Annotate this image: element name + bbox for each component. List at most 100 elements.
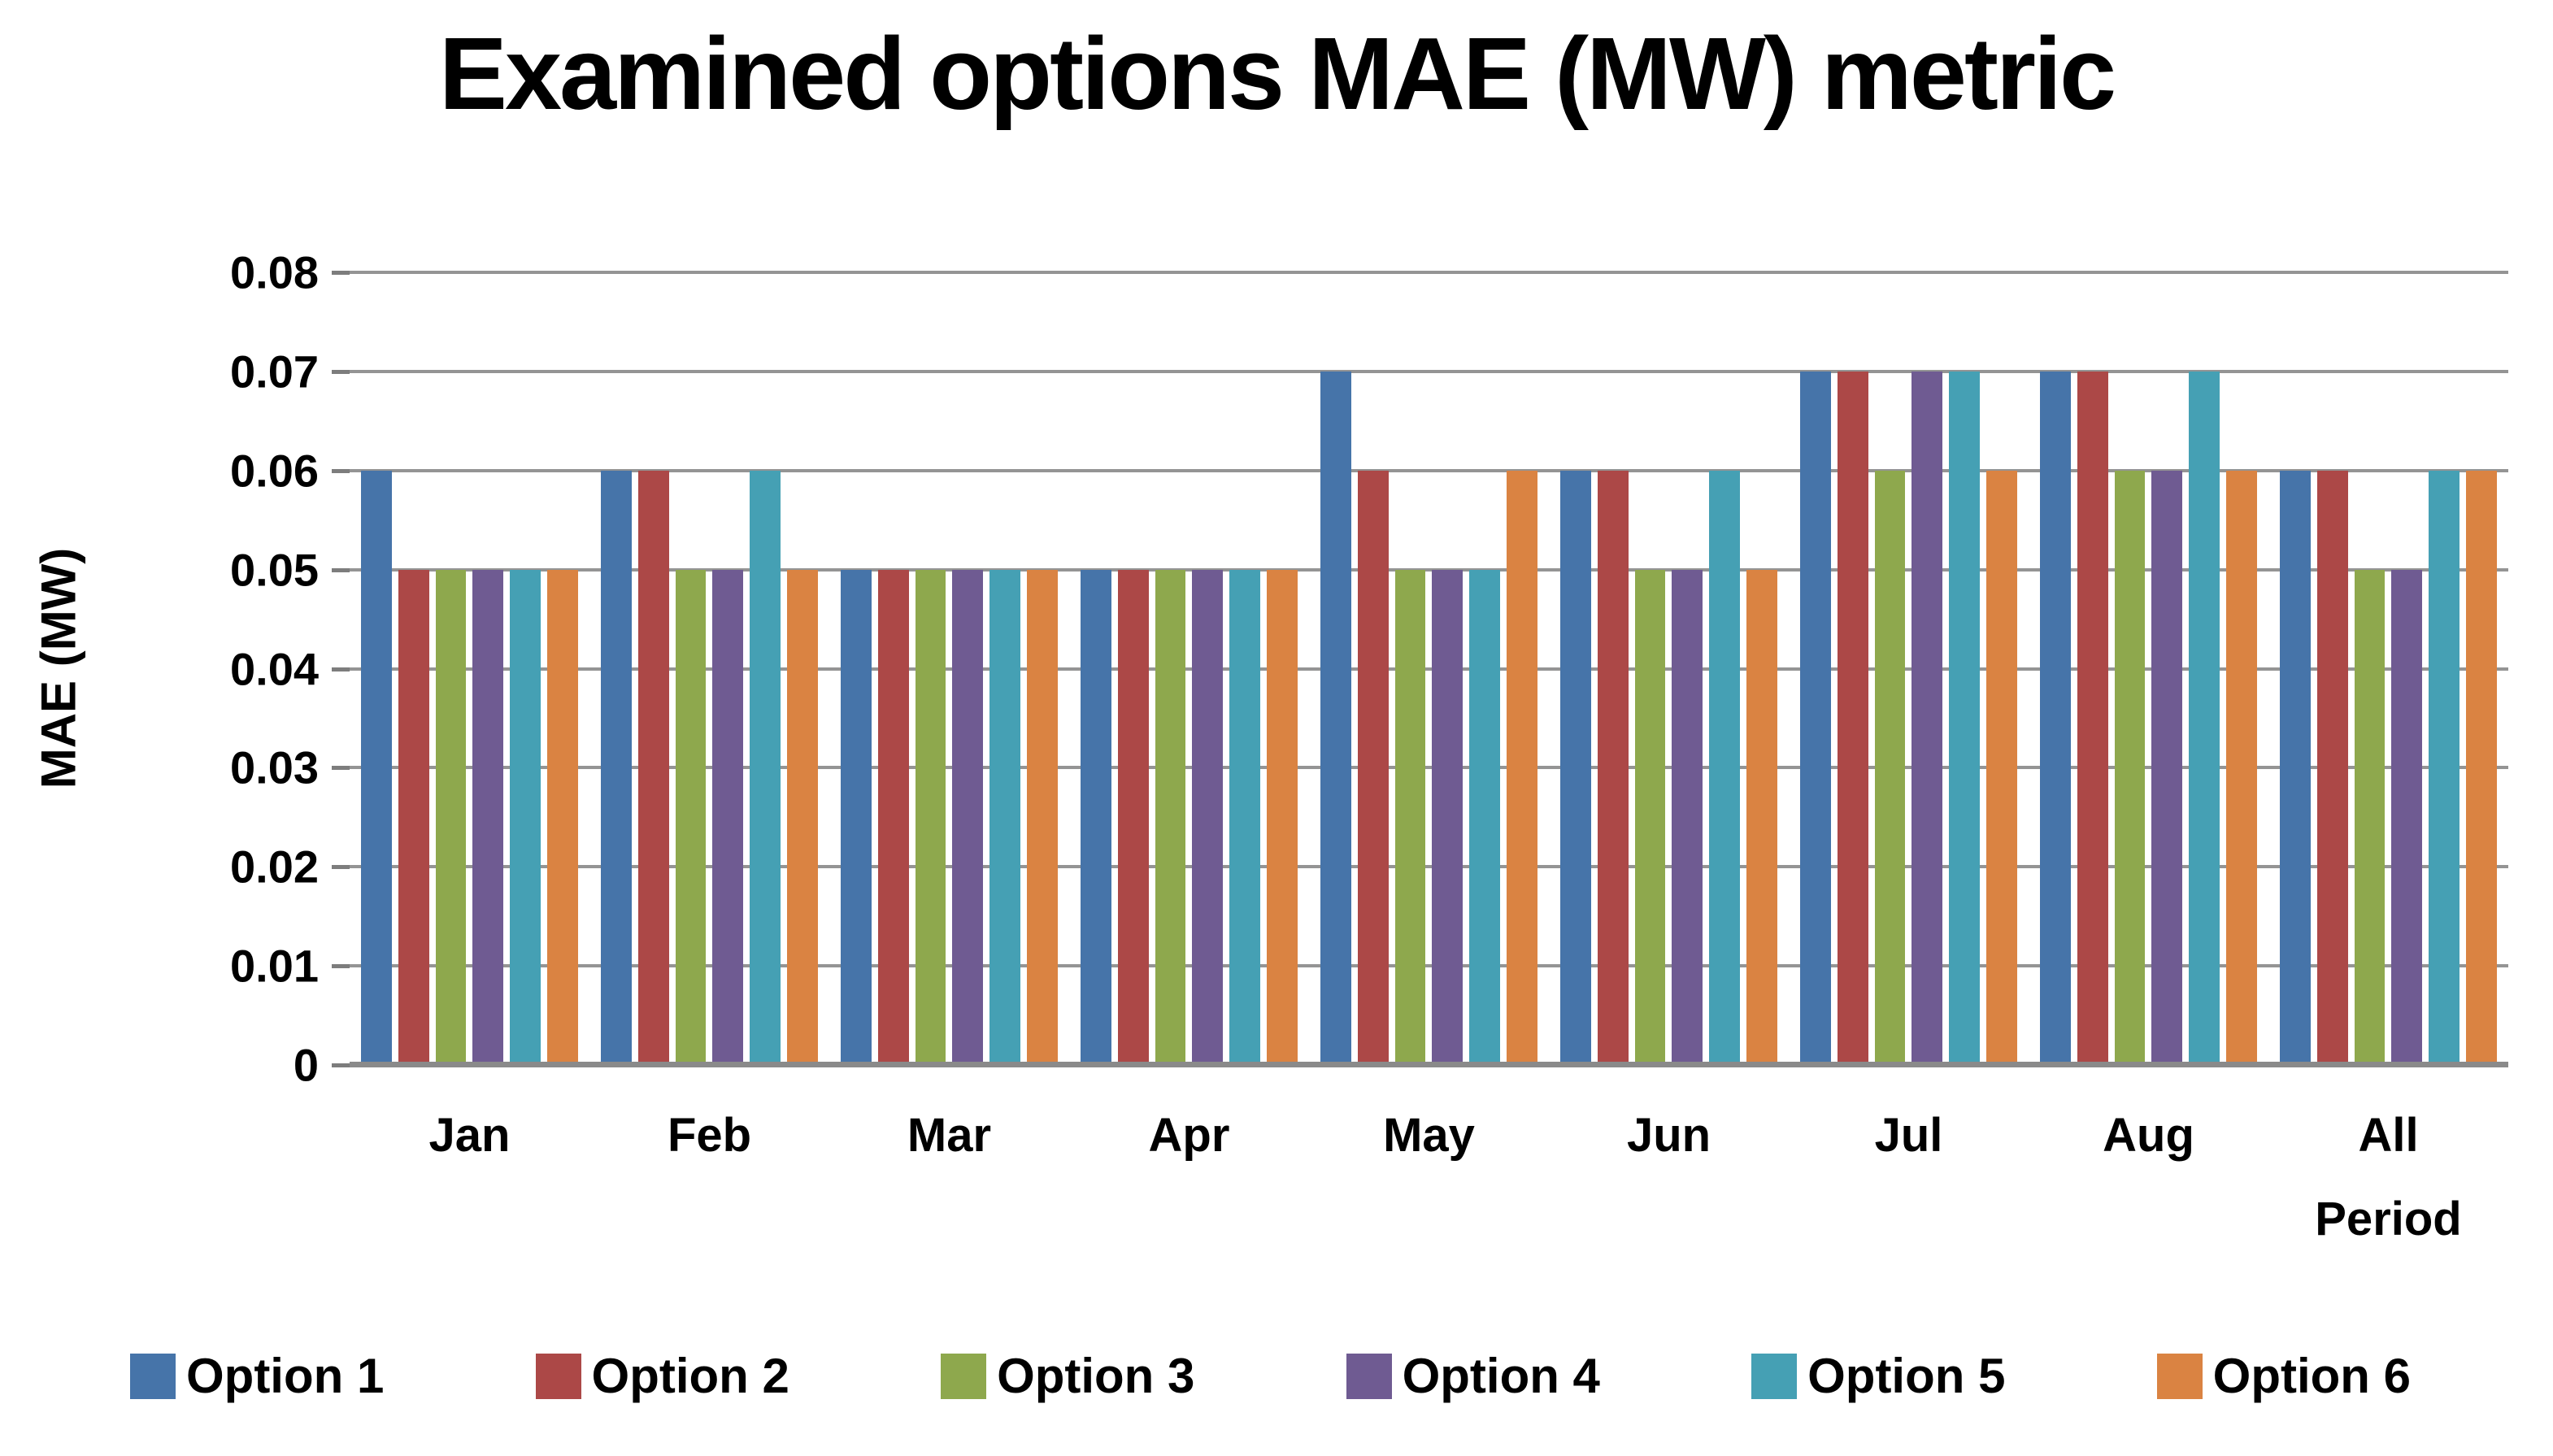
legend-label-option-2: Option 2 xyxy=(591,1349,789,1403)
bar-option-6-mar xyxy=(1027,569,1058,1065)
bar-option-3-feb xyxy=(675,569,707,1065)
bar-option-6-apr xyxy=(1267,569,1298,1065)
legend-swatch-option-5 xyxy=(1751,1353,1798,1399)
legend-swatch-option-3 xyxy=(941,1353,987,1399)
bar-option-2-jul xyxy=(1837,371,1868,1065)
bar-option-6-may xyxy=(1507,470,1537,1065)
bar-option-4-all-period xyxy=(2391,569,2423,1065)
bar-option-2-apr xyxy=(1117,569,1149,1065)
gridline-0.08 xyxy=(350,271,2508,274)
bar-option-3-mar xyxy=(915,569,946,1065)
bar-group-feb xyxy=(589,272,829,1065)
bar-option-4-jun xyxy=(1672,569,1703,1065)
bar-group-jul xyxy=(1789,272,2029,1065)
legend-swatch-option-6 xyxy=(2156,1353,2203,1399)
bar-option-1-jun xyxy=(1560,470,1591,1065)
bar-option-2-may xyxy=(1357,470,1389,1065)
bar-option-3-jan xyxy=(435,569,467,1065)
bar-option-1-all-period xyxy=(2280,470,2311,1065)
bar-option-2-mar xyxy=(877,569,909,1065)
y-tick-mark xyxy=(332,865,350,870)
bar-group-may xyxy=(1309,272,1549,1065)
legend-label-option-6: Option 6 xyxy=(2212,1349,2411,1403)
gridline-0.03 xyxy=(350,766,2508,770)
bar-option-5-aug xyxy=(2189,371,2220,1065)
bar-option-1-apr xyxy=(1081,569,1111,1065)
bar-option-5-all-period xyxy=(2429,470,2460,1065)
bar-option-5-apr xyxy=(1229,569,1261,1065)
legend-label-option-5: Option 5 xyxy=(1807,1349,2006,1403)
chart-title: Examined options MAE (MW) metric xyxy=(438,16,2116,131)
bar-group-aug xyxy=(2029,272,2268,1065)
y-tick-label-0.05: 0.05 xyxy=(230,544,319,596)
legend-item-option-6: Option 6 xyxy=(2156,1348,2411,1404)
bar-option-4-mar xyxy=(952,569,984,1065)
y-tick-label-0.01: 0.01 xyxy=(230,940,319,992)
plot-area xyxy=(332,271,2508,1067)
gridline-0.07 xyxy=(350,369,2508,373)
bar-option-1-feb xyxy=(601,470,632,1065)
bar-option-6-jul xyxy=(1986,470,2017,1065)
y-tick-mark xyxy=(332,667,350,671)
bar-option-4-jul xyxy=(1911,371,1943,1065)
bar-option-2-jun xyxy=(1597,470,1629,1065)
bar-group-apr xyxy=(1069,272,1309,1065)
x-axis-label-jan: Jan xyxy=(428,1109,511,1162)
gridlines xyxy=(332,271,2508,1067)
bar-groups xyxy=(350,272,2508,1065)
bar-option-5-mar xyxy=(989,569,1021,1065)
bar-option-1-jan xyxy=(361,470,392,1065)
bar-option-2-feb xyxy=(637,470,669,1065)
x-axis-label-feb: Feb xyxy=(667,1109,752,1162)
y-tick-label-0.06: 0.06 xyxy=(230,445,319,497)
bar-option-4-aug xyxy=(2151,470,2183,1065)
y-tick-label-0.08: 0.08 xyxy=(230,246,319,298)
bar-option-1-may xyxy=(1320,371,1351,1065)
x-axis-label-aug: Aug xyxy=(2103,1109,2194,1162)
legend-item-option-2: Option 2 xyxy=(535,1348,789,1404)
y-tick-mark xyxy=(332,369,350,374)
bar-option-2-aug xyxy=(2077,371,2108,1065)
bar-option-2-jan xyxy=(398,569,429,1065)
bar-group-jun xyxy=(1549,272,1789,1065)
bar-option-6-aug xyxy=(2226,470,2257,1065)
x-axis-label-jun: Jun xyxy=(1626,1109,1711,1162)
bar-option-5-jun xyxy=(1709,470,1741,1065)
bar-option-3-jul xyxy=(1874,470,1906,1065)
gridline-0.05 xyxy=(350,567,2508,572)
legend-swatch-option-2 xyxy=(535,1353,581,1399)
y-tick-mark xyxy=(332,567,350,572)
y-tick-mark xyxy=(332,964,350,969)
bar-option-3-aug xyxy=(2114,470,2146,1065)
legend-label-option-4: Option 4 xyxy=(1402,1349,1600,1403)
x-axis-label-apr: Apr xyxy=(1148,1109,1230,1162)
y-tick-mark xyxy=(332,271,350,275)
bar-option-2-all-period xyxy=(2316,470,2348,1065)
bar-option-4-jan xyxy=(472,569,504,1065)
bar-group-jan xyxy=(350,272,589,1065)
y-tick-mark xyxy=(332,1063,350,1067)
legend-swatch-option-1 xyxy=(130,1353,176,1399)
bar-option-6-all-period xyxy=(2466,470,2497,1065)
bar-group-all-period xyxy=(2268,272,2508,1065)
bar-option-6-feb xyxy=(787,569,818,1065)
bar-option-5-feb xyxy=(750,470,781,1065)
x-axis-label-mar: Mar xyxy=(907,1109,992,1162)
y-tick-label-0.04: 0.04 xyxy=(230,643,319,694)
x-axis-label-all-period: All Period xyxy=(2315,1109,2462,1246)
gridline-0.01 xyxy=(350,964,2508,968)
legend: Option 1 Option 2 Option 3 Option 4 Option 5… xyxy=(130,1348,2411,1404)
x-axis-label-jul: Jul xyxy=(1874,1109,1943,1162)
bar-option-6-jun xyxy=(1746,569,1777,1065)
legend-item-option-1: Option 1 xyxy=(130,1348,384,1404)
bar-option-5-jan xyxy=(510,569,541,1065)
gridline-0.02 xyxy=(350,865,2508,869)
bar-option-5-may xyxy=(1469,569,1501,1065)
x-axis-line xyxy=(350,1062,2508,1067)
y-tick-mark xyxy=(332,468,350,473)
bar-option-3-jun xyxy=(1634,569,1666,1065)
y-tick-label-0.02: 0.02 xyxy=(230,841,319,893)
y-tick-label-0.03: 0.03 xyxy=(230,741,319,793)
bar-option-6-jan xyxy=(547,569,578,1065)
